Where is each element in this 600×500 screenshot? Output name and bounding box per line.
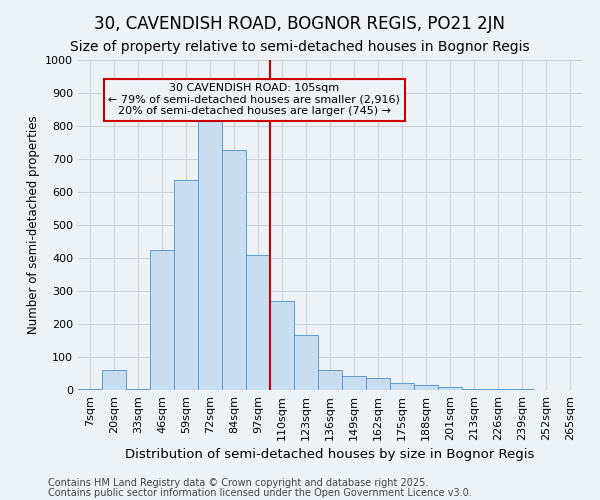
Bar xyxy=(438,388,462,390)
Text: 30 CAVENDISH ROAD: 105sqm
← 79% of semi-detached houses are smaller (2,916)
20% : 30 CAVENDISH ROAD: 105sqm ← 79% of semi-… xyxy=(109,83,400,116)
Bar xyxy=(246,254,270,390)
Bar xyxy=(270,301,294,390)
Bar xyxy=(78,389,102,390)
Bar xyxy=(294,334,318,390)
Bar xyxy=(222,150,246,390)
Text: Size of property relative to semi-detached houses in Bognor Regis: Size of property relative to semi-detach… xyxy=(70,40,530,54)
Bar xyxy=(390,384,414,390)
Bar xyxy=(174,180,198,390)
Bar xyxy=(318,370,342,390)
Bar xyxy=(414,385,438,390)
Text: 30, CAVENDISH ROAD, BOGNOR REGIS, PO21 2JN: 30, CAVENDISH ROAD, BOGNOR REGIS, PO21 2… xyxy=(95,15,505,33)
Bar xyxy=(510,389,534,390)
Bar xyxy=(102,370,126,390)
Bar xyxy=(150,250,174,390)
Bar xyxy=(462,389,486,390)
X-axis label: Distribution of semi-detached houses by size in Bognor Regis: Distribution of semi-detached houses by … xyxy=(125,448,535,461)
Text: Contains HM Land Registry data © Crown copyright and database right 2025.: Contains HM Land Registry data © Crown c… xyxy=(48,478,428,488)
Bar xyxy=(366,378,390,390)
Bar xyxy=(342,376,366,390)
Bar xyxy=(198,121,222,390)
Bar xyxy=(126,389,150,390)
Text: Contains public sector information licensed under the Open Government Licence v3: Contains public sector information licen… xyxy=(48,488,472,498)
Y-axis label: Number of semi-detached properties: Number of semi-detached properties xyxy=(26,116,40,334)
